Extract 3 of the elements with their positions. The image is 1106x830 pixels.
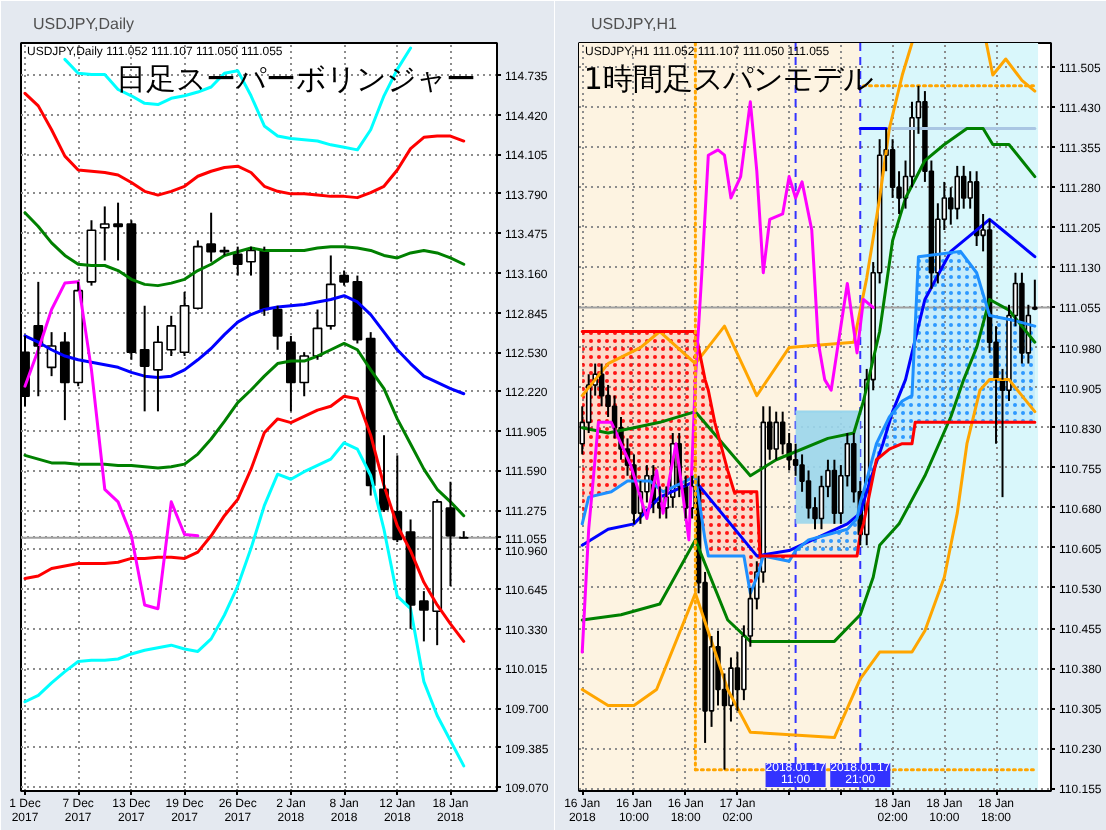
- chart-title: USDJPY,Daily: [33, 15, 135, 33]
- chart-title: USDJPY,H1: [591, 15, 679, 33]
- annotation: 1時間足スパンモデル: [583, 61, 873, 97]
